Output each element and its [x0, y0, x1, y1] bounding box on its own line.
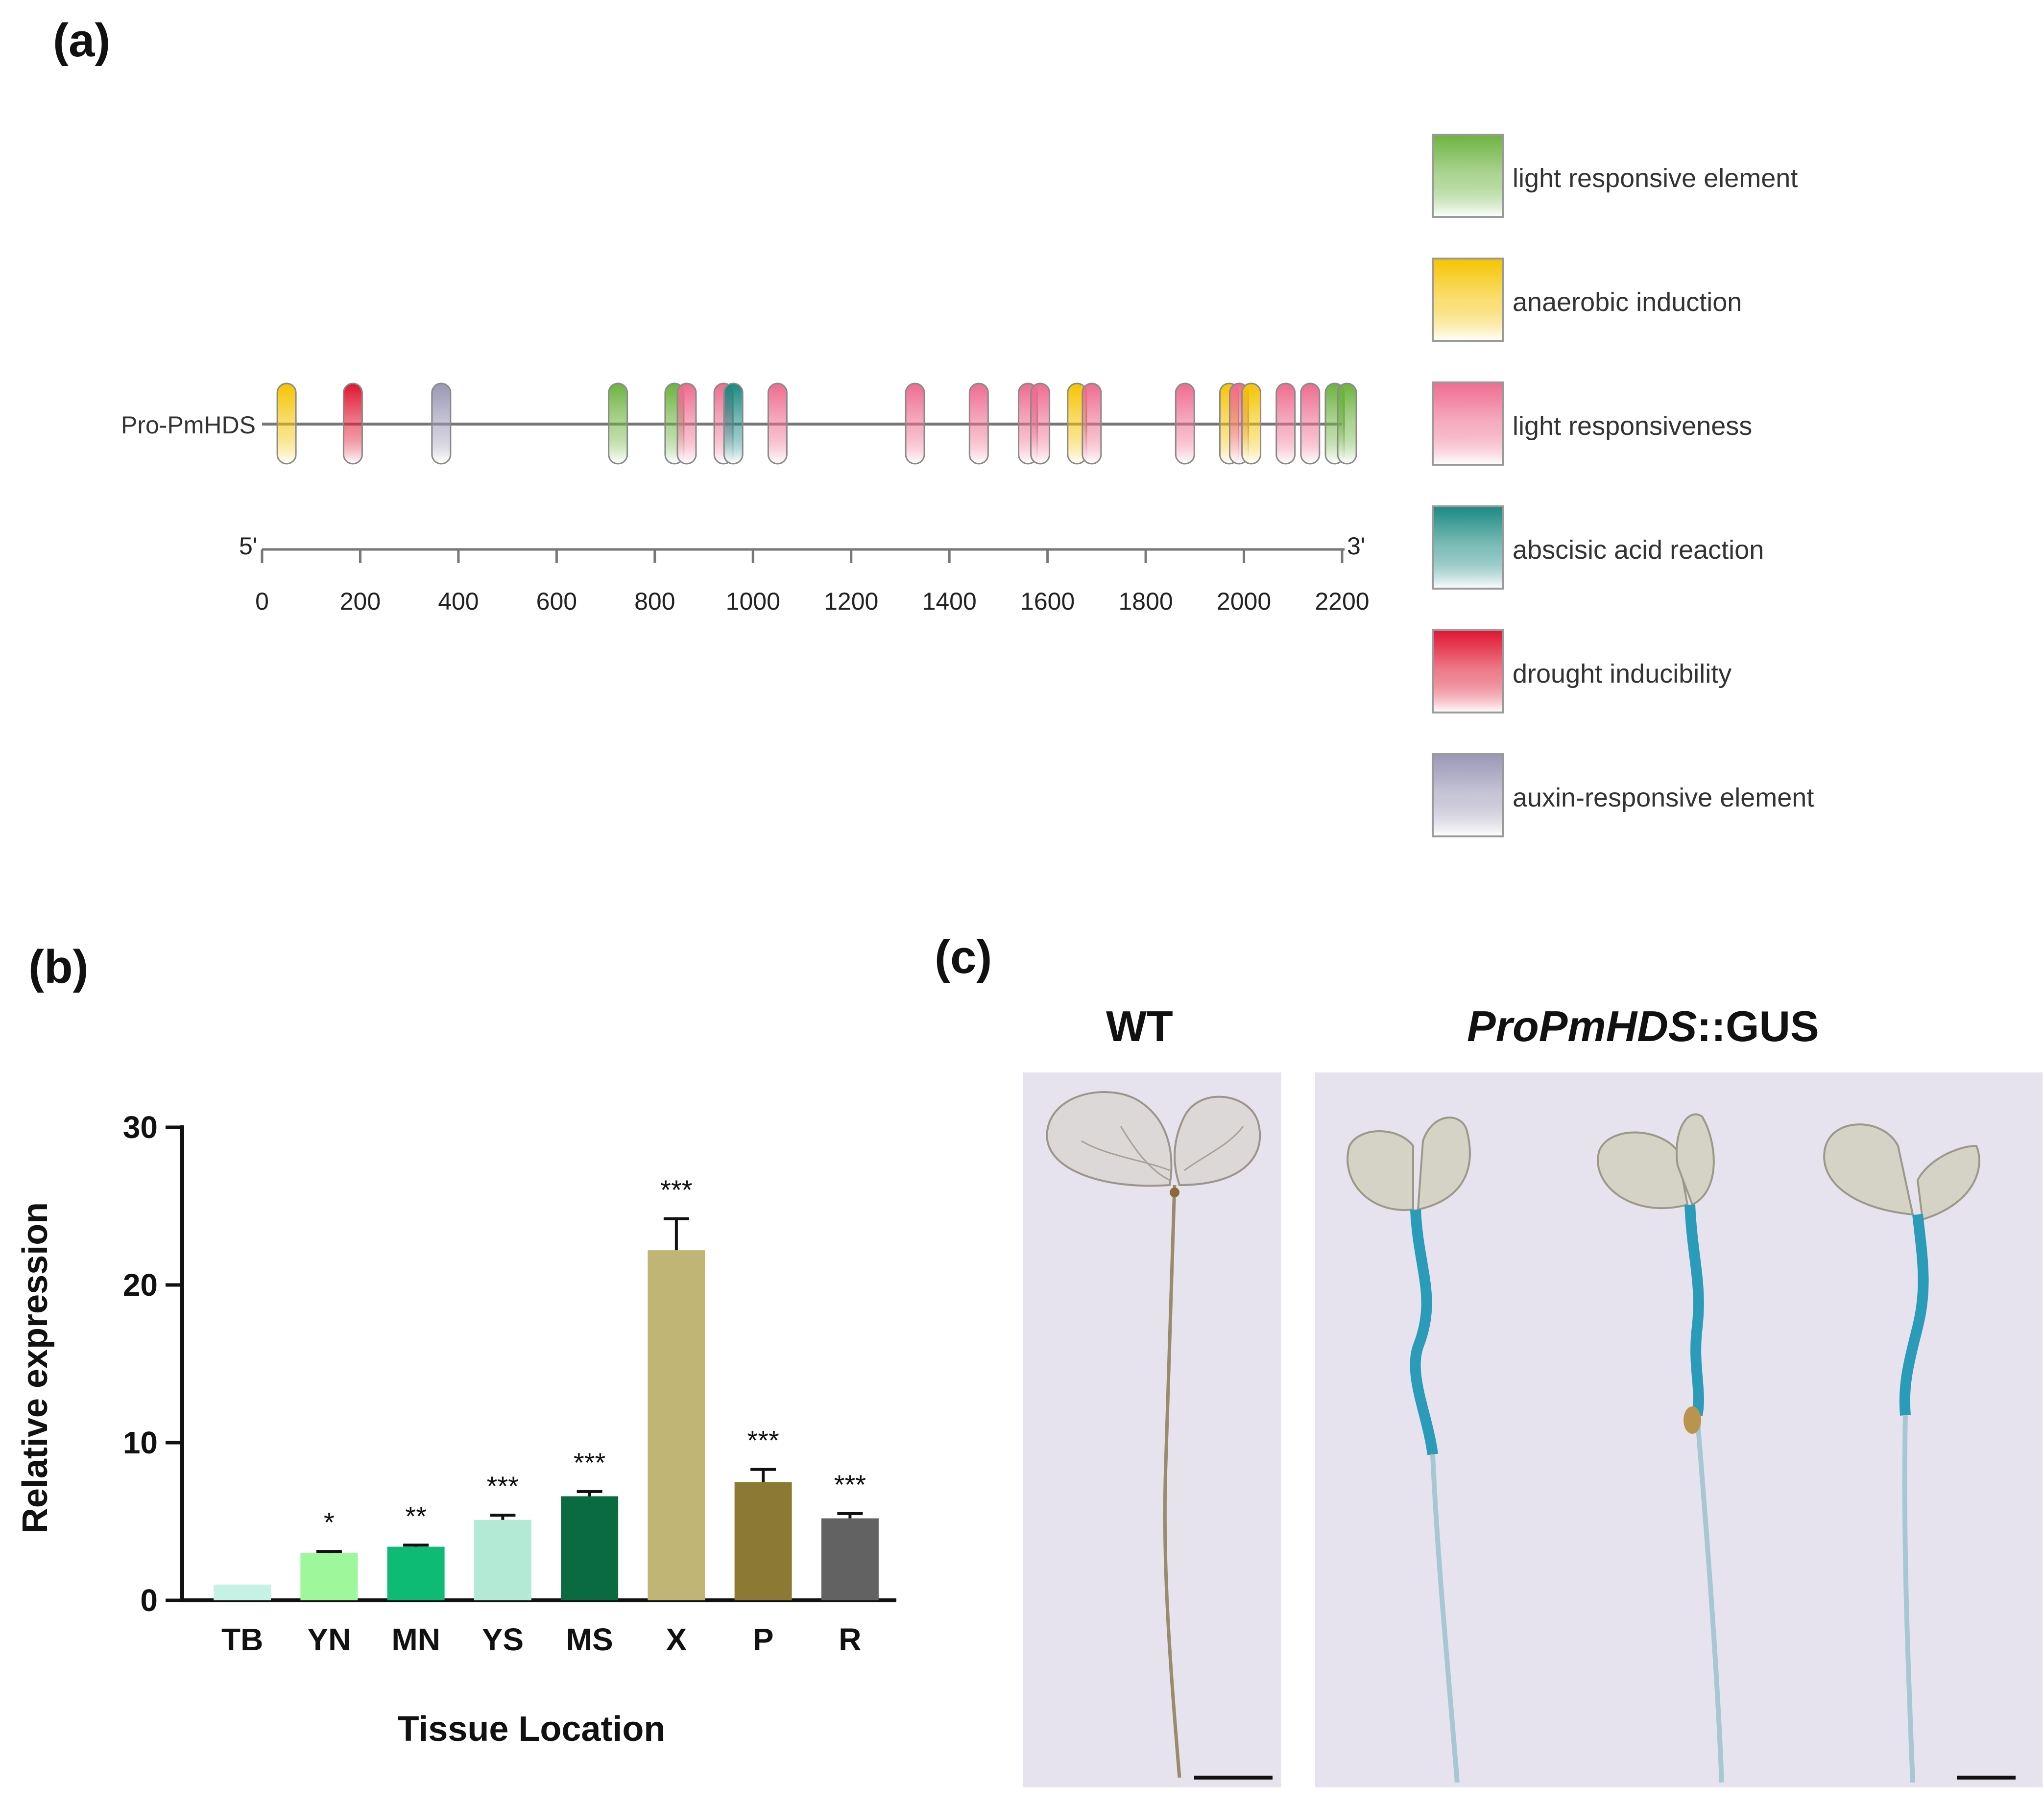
- cis-element-aba: [723, 382, 744, 465]
- x-tick-label: P: [753, 1622, 774, 1657]
- cis-element-light_resp: [1275, 382, 1296, 465]
- significance-YS: ***: [487, 1471, 519, 1501]
- significance-P: ***: [747, 1425, 779, 1456]
- legend-swatch-anaerobic: [1432, 258, 1504, 342]
- legend-label-aba: abscisic acid reaction: [1513, 535, 1764, 565]
- legend-label-anaerobic: anaerobic induction: [1513, 287, 1742, 317]
- y-tick-label: 30: [123, 1110, 158, 1145]
- gus-title-promoter: ProPmHDS: [1467, 1002, 1697, 1050]
- gus-seedling-3: [1823, 1123, 1980, 1783]
- gus-seedling-1: [1347, 1117, 1471, 1783]
- cis-element-light_resp: [1030, 382, 1051, 465]
- x-axis-title: Tissue Location: [398, 1710, 666, 1749]
- ruler-tick-label: 2000: [1217, 588, 1271, 615]
- significance-R: ***: [834, 1469, 866, 1500]
- legend-label-auxin: auxin-responsive element: [1513, 783, 1814, 812]
- ruler-tick-label: 1800: [1118, 588, 1173, 615]
- gus-seedling-photo: [1315, 1072, 2043, 1787]
- y-axis-title: Relative expression: [16, 1202, 55, 1533]
- bar-MN: [387, 1546, 445, 1600]
- x-tick-label: TB: [221, 1622, 263, 1657]
- y-tick-label: 0: [140, 1583, 158, 1618]
- ruler-tick-label: 2200: [1315, 588, 1369, 615]
- promoter-map: Pro-PmHDS 0 200 400 600 800 1000 1200 1400 1600 1…: [121, 134, 1814, 837]
- legend-swatch-drought: [1432, 629, 1504, 713]
- y-tick-label: 10: [123, 1425, 158, 1460]
- cis-element-group: [276, 382, 1357, 465]
- legend: light responsive element anaerobic induct…: [1432, 134, 1814, 837]
- ruler-tick-label: 200: [340, 588, 381, 615]
- significance-X: ***: [660, 1174, 692, 1205]
- sequence-name: Pro-PmHDS: [121, 411, 256, 439]
- bar-R: [821, 1518, 879, 1600]
- wt-root: [1163, 1185, 1181, 1778]
- legend-swatch-light_resp_elem: [1432, 134, 1504, 218]
- bar-TB: [214, 1584, 271, 1600]
- cis-element-light_resp_elem: [608, 382, 628, 465]
- significance-MN: **: [405, 1500, 427, 1531]
- cis-element-light_resp: [1175, 382, 1195, 465]
- ruler-tick-label: 1400: [922, 588, 977, 615]
- cis-element-light_resp: [968, 382, 989, 465]
- y-tick-label: 20: [123, 1267, 158, 1303]
- ruler-tick-label: 1200: [824, 588, 878, 615]
- legend-label-light_resp: light responsiveness: [1513, 411, 1752, 441]
- ruler-tick-label: 600: [536, 588, 577, 615]
- legend-swatch-light_resp: [1432, 381, 1504, 466]
- five-prime-end: 5': [239, 532, 257, 560]
- x-tick-label: YN: [307, 1622, 351, 1657]
- three-prime-end: 3': [1347, 532, 1365, 560]
- cis-element-auxin: [431, 382, 452, 465]
- cis-element-light_resp: [1300, 382, 1321, 465]
- wt-seedling-photo: [1023, 1072, 1281, 1787]
- significance-MS: ***: [574, 1447, 605, 1478]
- bar-P: [734, 1482, 792, 1600]
- bar-YS: [474, 1520, 531, 1600]
- gus-seedling-2: [1597, 1113, 1724, 1783]
- x-tick-label: MN: [391, 1622, 440, 1657]
- ruler-tick-label: 400: [438, 588, 479, 615]
- panel-c-label: (c): [935, 931, 992, 983]
- ruler-tick-label: 0: [255, 588, 269, 615]
- cis-element-light_resp: [1082, 382, 1102, 465]
- bar-X: [648, 1250, 705, 1600]
- x-tick-label: MS: [566, 1622, 613, 1657]
- cis-element-light_resp: [676, 382, 697, 465]
- ruler-ticks: 0 200 400 600 800 1000 1200 1400 1600 1800 2000 220…: [255, 549, 1370, 615]
- x-tick-label: YS: [482, 1622, 524, 1657]
- gus-title-reporter: ::GUS: [1697, 1002, 1819, 1050]
- significance-YN: *: [324, 1507, 335, 1538]
- panel-b-label: (b): [28, 941, 89, 993]
- ruler-tick-label: 1000: [726, 588, 780, 615]
- gus-title: ProPmHDS::GUS: [1467, 1001, 1819, 1051]
- cis-element-light_resp: [905, 382, 925, 465]
- legend-swatch-auxin: [1432, 753, 1504, 837]
- x-tick-label: X: [666, 1622, 687, 1657]
- x-tick-label: R: [839, 1622, 861, 1657]
- ruler-tick-label: 1600: [1020, 588, 1075, 615]
- bar-MS: [561, 1496, 619, 1600]
- cis-element-light_resp: [767, 382, 788, 465]
- wt-cotyledon-left: [1046, 1091, 1173, 1187]
- wt-title: WT: [1106, 1002, 1173, 1050]
- ruler-tick-label: 800: [634, 588, 675, 615]
- cis-element-anaerobic: [1241, 382, 1262, 465]
- legend-label-light_resp_elem: light responsive element: [1513, 164, 1798, 193]
- cis-element-drought: [342, 382, 363, 465]
- cis-element-anaerobic: [276, 382, 297, 465]
- cis-element-light_resp_elem: [1337, 382, 1357, 465]
- panel-a-label: (a): [53, 14, 111, 67]
- legend-label-drought: drought inducibility: [1513, 659, 1731, 689]
- bars: TB YN * MN ** YS *** MS *** X *** P *** R ***: [214, 1174, 879, 1657]
- bar-YN: [300, 1553, 358, 1600]
- legend-swatch-aba: [1432, 505, 1504, 590]
